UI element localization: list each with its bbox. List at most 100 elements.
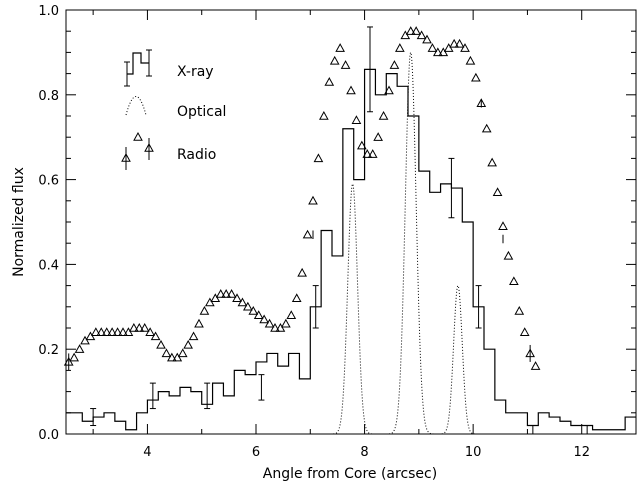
legend-radio-label: Radio xyxy=(177,147,216,163)
radio-point xyxy=(215,289,226,298)
radio-point xyxy=(384,85,394,95)
radio-point xyxy=(291,293,302,303)
radio-point xyxy=(167,352,177,362)
radio-point xyxy=(248,306,259,315)
radio-point xyxy=(91,327,101,336)
radio-point xyxy=(335,43,345,52)
radio-point xyxy=(519,327,530,336)
radio-point xyxy=(498,221,508,230)
radio-point xyxy=(194,318,204,328)
legend-xray-label: X-ray xyxy=(177,64,214,80)
legend-radio-symbol xyxy=(121,131,154,170)
radio-point xyxy=(281,318,291,328)
radio-point xyxy=(156,339,166,349)
plot-frame xyxy=(65,9,637,435)
tick-labels: 4 6 8 10 12 0.0 0.2 0.4 0.6 0.8 1.0 xyxy=(38,4,590,460)
radio-point xyxy=(101,327,112,336)
xray-error-bar xyxy=(258,374,265,401)
radio-point xyxy=(487,157,497,167)
legend-optical-symbol xyxy=(125,96,147,116)
radio-point xyxy=(226,289,237,298)
y-tick-label: 0.8 xyxy=(38,89,59,104)
radio-point xyxy=(264,318,275,328)
radio-point xyxy=(145,327,155,336)
radio-point xyxy=(221,289,231,298)
radio-point xyxy=(471,72,481,82)
radio-point xyxy=(237,297,248,307)
xray-error-bar xyxy=(584,425,591,435)
radio-point xyxy=(129,322,139,332)
radio-point xyxy=(373,132,383,141)
radio-point xyxy=(481,123,492,133)
radio-point xyxy=(509,276,519,286)
radio-point xyxy=(422,34,432,44)
radio-point xyxy=(319,110,329,120)
radio-point xyxy=(243,301,253,311)
radio-point xyxy=(443,43,454,52)
x-tick-label: 4 xyxy=(143,445,151,460)
radio-point xyxy=(454,38,465,48)
radio-point xyxy=(123,327,134,336)
radio-point xyxy=(107,327,117,336)
radio-point xyxy=(362,149,373,158)
y-tick-label: 1.0 xyxy=(38,4,59,19)
radio-point xyxy=(96,327,107,336)
xray-error-bar xyxy=(204,382,211,410)
radio-point xyxy=(150,331,161,341)
x-tick-label: 10 xyxy=(465,445,482,460)
radio-point xyxy=(297,267,307,277)
radio-point xyxy=(118,327,128,336)
x-tick-label: 8 xyxy=(360,445,368,460)
radio-point xyxy=(302,229,313,239)
y-axis-label: Normalized flux xyxy=(11,167,27,277)
radio-point xyxy=(351,115,362,124)
radio-point xyxy=(324,77,335,86)
y-tick-label: 0.2 xyxy=(38,343,59,358)
optical-dotted-line xyxy=(321,51,490,435)
radio-point xyxy=(183,339,193,349)
radio-point xyxy=(210,293,221,303)
radio-point xyxy=(177,348,188,358)
radio-point xyxy=(357,140,367,150)
y-tick-label: 0.0 xyxy=(38,428,59,443)
x-tick-label: 12 xyxy=(573,445,590,460)
xray-error-bar xyxy=(149,382,156,410)
radio-point xyxy=(259,314,269,324)
radio-point xyxy=(134,322,145,332)
radio-point xyxy=(329,55,340,65)
x-tick-label: 6 xyxy=(252,445,260,460)
radio-point xyxy=(405,26,416,35)
radio-point xyxy=(389,60,400,69)
plot-content xyxy=(63,26,636,435)
radio-point xyxy=(286,310,297,319)
xray-error-bar xyxy=(312,285,319,329)
radio-point xyxy=(367,149,378,158)
radio-point xyxy=(400,30,411,40)
radio-point xyxy=(427,43,438,52)
legend-xray-symbol xyxy=(124,49,152,87)
radio-point xyxy=(172,352,183,362)
radio-point xyxy=(139,322,150,332)
radio-point xyxy=(438,47,449,57)
xray-error-bar xyxy=(367,26,373,113)
radio-point xyxy=(205,297,215,307)
radio-point xyxy=(460,43,470,52)
y-tick-label: 0.6 xyxy=(38,174,59,189)
radio-point xyxy=(340,60,351,69)
radio-point xyxy=(378,110,389,120)
radio-point xyxy=(313,153,324,163)
radio-point xyxy=(346,85,356,95)
xray-error-bar xyxy=(448,157,455,219)
radio-point xyxy=(85,331,96,341)
radio-point xyxy=(69,352,79,362)
x-axis-label: Angle from Core (arcsec) xyxy=(263,466,437,482)
radio-point xyxy=(416,30,427,40)
radio-point xyxy=(275,322,286,332)
radio-point xyxy=(74,344,85,353)
y-tick-label: 0.4 xyxy=(38,258,59,273)
legend: X-ray Optical Radio xyxy=(121,49,226,170)
radio-point xyxy=(253,310,264,319)
xray-error-bar xyxy=(529,425,536,435)
radio-point xyxy=(395,43,405,52)
